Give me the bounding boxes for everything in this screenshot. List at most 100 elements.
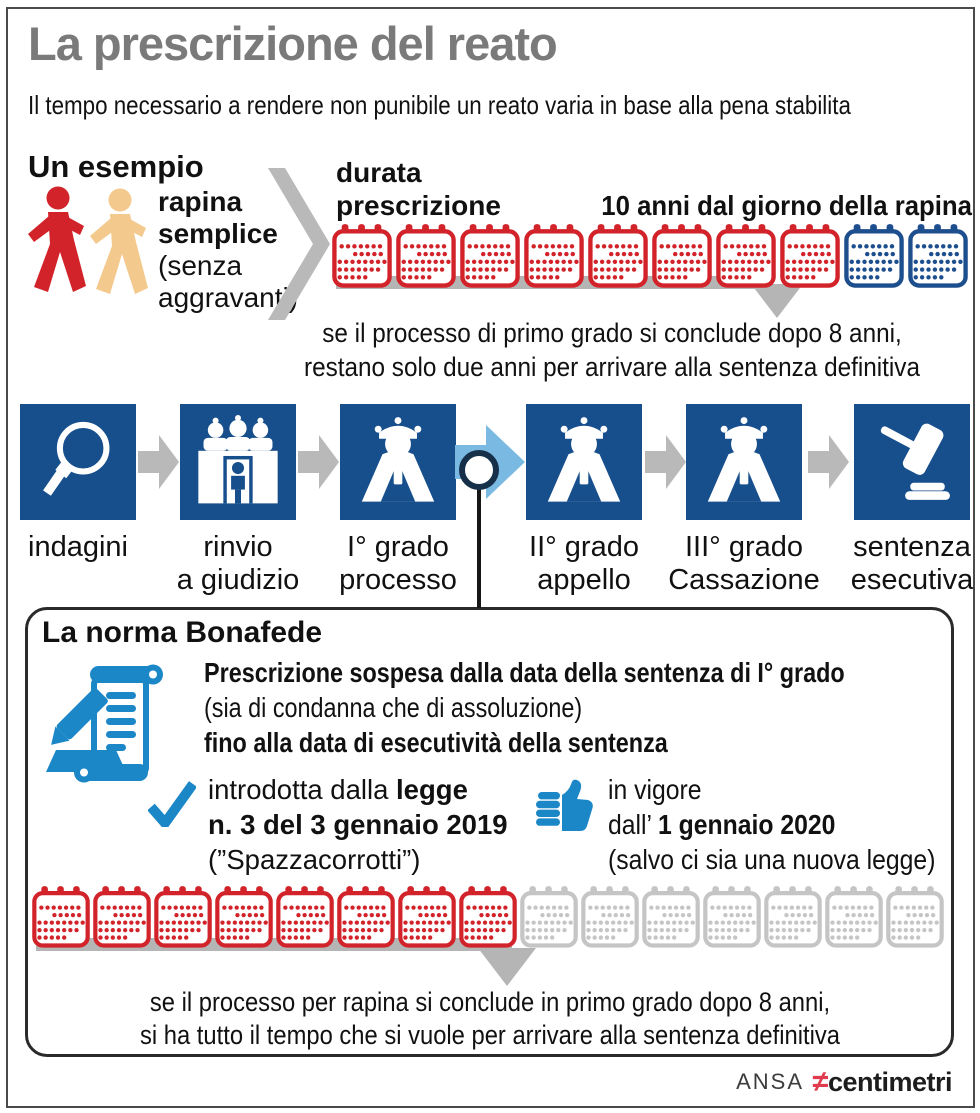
process-label-appello: II° grado appello (504, 531, 664, 597)
crime-label: rapina semplice (senza aggravanti) (158, 186, 298, 314)
calendar-row-top (332, 224, 968, 288)
calendar-icon (337, 886, 395, 948)
process-step-indagini (20, 404, 136, 520)
law-line: (”Spazzacorrotti”) (208, 844, 421, 875)
rule-text: Prescrizione sospesa dalla data della se… (204, 655, 845, 760)
calendar-icon (780, 224, 840, 288)
calendar-icon (32, 886, 90, 948)
calendar-icon (652, 224, 712, 288)
rule-line: Prescrizione sospesa dalla data della se… (204, 657, 845, 688)
duration-label-line: prescrizione (336, 190, 501, 221)
process-label-cassazione: III° grado Cassazione (664, 531, 824, 597)
example-note: se il processo di primo grado si conclud… (286, 316, 938, 384)
page-subtitle: Il tempo necessario a rendere non punibi… (28, 90, 851, 120)
scroll-pencil-icon (38, 658, 188, 803)
process-label-sentenza: sentenza esecutiva (832, 531, 980, 597)
label-line: rinvio (203, 531, 273, 563)
calendar-icon (844, 224, 904, 288)
calendar-icon (459, 886, 517, 948)
rule-line: (sia di condanna che di assoluzione) (204, 692, 583, 723)
process-label-indagini: indagini (0, 531, 158, 564)
vigore-line: in vigore (608, 774, 702, 805)
law-bold-text: legge (396, 774, 468, 805)
crime-line: semplice (158, 218, 278, 249)
calendar-row-bottom (32, 886, 944, 948)
label-line: indagini (28, 531, 128, 563)
calendar-icon (276, 886, 334, 948)
norma-note-line: si ha tutto il tempo che si vuole per ar… (140, 1020, 840, 1050)
calendar-icon (886, 886, 944, 948)
norma-heading: La norma Bonafede (42, 616, 323, 649)
process-step-sentenza (854, 404, 970, 520)
duration-value: 10 anni dal giorno della rapina (601, 190, 972, 221)
judge-icon (348, 412, 448, 512)
calendar-icon (524, 224, 584, 288)
label-line: I° grado (347, 531, 449, 563)
law-intro-text: introdotta dalla (208, 774, 397, 805)
law-text: introdotta dalla legge n. 3 del 3 gennai… (208, 772, 508, 877)
law-line: n. 3 del 3 gennaio 2019 (208, 809, 508, 840)
judge-icon (534, 412, 634, 512)
crime-line: (senza (158, 250, 243, 281)
calendar-icon (908, 224, 968, 288)
label-line: III° grado (685, 531, 803, 563)
red-walker (28, 186, 86, 292)
vigore-prefix-text: dall’ (608, 809, 658, 840)
crime-line: aggravanti) (158, 282, 299, 313)
chevron-right-icon (268, 168, 332, 325)
thumbs-up-icon (536, 779, 594, 838)
credits: ANSA ≠centimetri (700, 1066, 952, 1099)
ansa-logo: ANSA (736, 1069, 805, 1094)
arrow-right-icon (298, 434, 339, 495)
rule-line: fino alla data di esecutività della sent… (204, 727, 668, 758)
checkmark-icon (147, 781, 198, 832)
arrow-right-icon (808, 434, 849, 495)
process-step-primo-grado (340, 404, 456, 520)
arrow-down-icon (748, 284, 806, 323)
calendar-icon (396, 224, 456, 288)
example-note-line: restano solo due anni per arrivare alla … (304, 352, 920, 382)
calendar-icon (703, 886, 761, 948)
connector-circle (459, 450, 499, 490)
connector-line (477, 487, 481, 608)
process-step-rinvio (180, 404, 296, 520)
duration-label: durata prescrizione (336, 156, 501, 222)
process-label-primo-grado: I° grado processo (318, 531, 478, 597)
vigore-bold-text: 1 gennaio 2020 (657, 809, 836, 840)
arrow-right-icon (138, 434, 179, 495)
label-line: a giudizio (176, 564, 300, 596)
judge-icon (694, 412, 794, 512)
calendar-icon (716, 224, 776, 288)
calendar-icon (93, 886, 151, 948)
label-line: sentenza (853, 531, 971, 563)
walking-people-icon (22, 186, 154, 314)
arrow-right-icon (645, 434, 686, 495)
tan-walker (90, 188, 148, 294)
vigore-line: dall’ 1 gennaio 2020 (608, 807, 935, 842)
label-line: Cassazione (668, 564, 820, 596)
duration-label-line: durata (336, 157, 422, 188)
norma-bonafede-box (25, 607, 954, 1057)
calendar-icon (460, 224, 520, 288)
calendar-icon (588, 224, 648, 288)
norma-note-line: se il processo per rapina si conclude in… (149, 987, 831, 1017)
vigore-text: in vigore dall’ 1 gennaio 2020 (salvo ci… (608, 772, 935, 877)
label-line: II° grado (529, 531, 639, 563)
vigore-line: (salvo ci sia una nuova legge) (608, 844, 936, 875)
court-icon (188, 412, 288, 512)
centimetri-symbol-icon: ≠ (812, 1066, 828, 1098)
calendar-icon (398, 886, 456, 948)
calendar-icon (642, 886, 700, 948)
calendar-icon (154, 886, 212, 948)
centimetri-logo: centimetri (827, 1067, 953, 1097)
law-line: introdotta dalla legge (208, 772, 508, 807)
calendar-icon (520, 886, 578, 948)
calendar-icon (215, 886, 273, 948)
calendar-icon (581, 886, 639, 948)
crime-line: rapina (158, 186, 243, 217)
process-step-appello (526, 404, 642, 520)
arrow-down-icon (478, 948, 536, 991)
norma-note: se il processo per rapina si conclude in… (101, 986, 879, 1052)
magnifier-icon (28, 412, 128, 512)
